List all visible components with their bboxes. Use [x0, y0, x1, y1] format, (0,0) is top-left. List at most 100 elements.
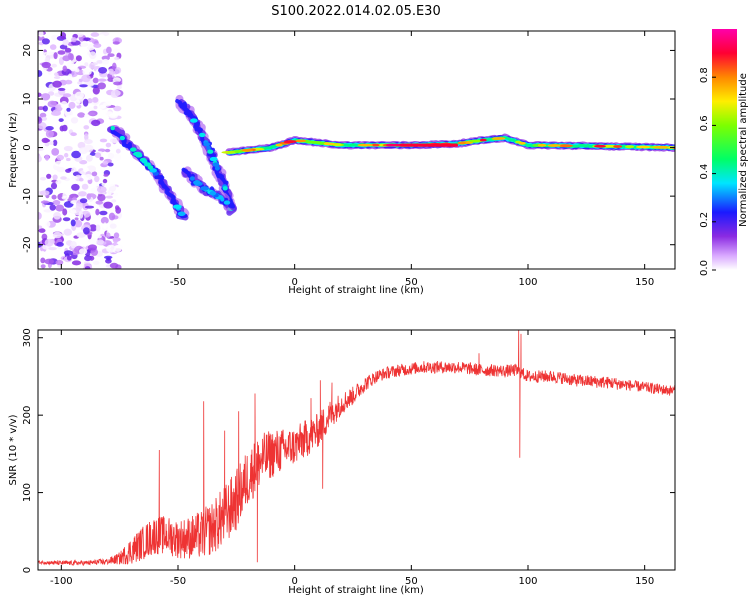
spectrogram-frame — [37, 30, 676, 270]
spectrogram-band-layer — [175, 99, 236, 211]
noise-blob — [69, 193, 79, 199]
y-tick-label: 10 — [22, 93, 33, 106]
noise-blob — [114, 245, 122, 252]
noise-blob — [105, 195, 113, 199]
noise-blob — [63, 152, 69, 158]
spectrogram-y-ticks: -20 -10 0 10 20 — [22, 44, 675, 253]
spectrogram-hotspot — [206, 145, 211, 151]
spectrogram-peak-core — [399, 143, 458, 147]
noise-blob — [56, 242, 64, 247]
noise-blob — [38, 212, 42, 220]
noise-blob — [107, 162, 114, 167]
noise-blob — [106, 257, 111, 261]
noise-blob — [60, 101, 68, 109]
noise-blob — [96, 235, 102, 239]
spectrogram-hotspot — [209, 191, 217, 196]
noise-blob — [74, 68, 80, 73]
noise-blob — [38, 70, 43, 77]
noise-blob — [40, 250, 45, 256]
noise-blob — [79, 177, 84, 182]
noise-blob — [84, 139, 93, 145]
spectrogram-hotspot — [492, 137, 506, 140]
noise-blob — [52, 200, 61, 205]
colorbar-tick-label: 0.4 — [699, 164, 710, 180]
y-tick-label: 20 — [22, 44, 33, 57]
spectrogram-feature-scattered-noise-region — [38, 31, 124, 269]
spectrogram-y-label: Frequency (Hz) — [8, 112, 19, 188]
noise-blob — [49, 141, 54, 145]
spectrogram-hotspot — [385, 143, 397, 147]
noise-blob — [106, 46, 112, 54]
noise-blob — [83, 167, 89, 173]
y-tick-label: 0 — [22, 144, 33, 150]
spectrogram-hotspot — [173, 204, 182, 209]
noise-blob — [91, 119, 101, 127]
y-tick-label: 300 — [22, 328, 33, 347]
noise-blob — [86, 193, 92, 200]
noise-blob — [38, 139, 43, 144]
noise-blob — [89, 152, 96, 156]
noise-blob — [109, 186, 117, 192]
snr-series-line — [38, 330, 675, 567]
noise-blob — [113, 238, 118, 244]
noise-blob — [39, 112, 47, 118]
noise-blob — [38, 122, 47, 130]
noise-blob — [51, 148, 60, 156]
noise-blob — [84, 144, 94, 153]
noise-blob — [102, 102, 112, 107]
y-tick-label: -20 — [22, 237, 33, 253]
spectrogram-hotspot — [323, 142, 335, 146]
noise-blob — [109, 262, 119, 269]
noise-blob — [63, 250, 73, 256]
noise-blob — [70, 117, 79, 124]
y-tick-label: 0 — [22, 567, 33, 573]
noise-blob — [55, 179, 62, 185]
noise-blob — [52, 231, 62, 239]
noise-blob — [74, 217, 79, 221]
noise-blob — [107, 152, 115, 160]
noise-blob — [87, 244, 97, 251]
noise-blob — [75, 202, 83, 211]
noise-blob — [83, 227, 90, 235]
noise-blob — [66, 255, 72, 261]
noise-blob — [111, 199, 117, 203]
noise-blob — [71, 150, 81, 159]
noise-blob — [84, 114, 90, 118]
spectrogram-hotspot — [307, 141, 323, 144]
colorbar-label: Normalized spectral amplitude — [738, 73, 749, 227]
colorbar-gradient — [712, 29, 737, 270]
noise-blob — [84, 62, 89, 67]
noise-blob — [96, 60, 104, 64]
noise-blob — [89, 51, 97, 60]
spectrogram-hotspot — [193, 180, 201, 185]
noise-blob — [94, 175, 100, 183]
noise-blob — [54, 160, 65, 167]
x-tick-label: 50 — [405, 277, 418, 288]
noise-blob — [74, 220, 83, 228]
spectrogram-hotspot — [559, 144, 573, 148]
noise-blob — [71, 183, 80, 191]
x-tick-label: -100 — [50, 277, 73, 288]
noise-blob — [117, 85, 122, 90]
x-tick-label: 50 — [405, 576, 418, 587]
noise-blob — [78, 191, 87, 197]
spectrogram-x-label: Height of straight line (km) — [288, 285, 424, 296]
noise-blob — [59, 222, 67, 227]
x-tick-label: 100 — [518, 277, 537, 288]
y-tick-label: -10 — [22, 188, 33, 204]
noise-blob — [62, 55, 71, 62]
spectrogram-hotspot — [457, 141, 467, 145]
noise-blob — [67, 73, 73, 81]
colorbar-tick-label: 0.2 — [699, 212, 710, 228]
noise-blob — [98, 67, 108, 74]
spectrogram-hotspot — [547, 144, 561, 147]
spectrogram-hotspot — [189, 176, 195, 181]
spectrogram-hotspot — [241, 148, 254, 152]
noise-blob — [63, 228, 72, 236]
noise-blob — [60, 176, 67, 180]
snr-y-ticks: 0 100 200 300 — [22, 328, 675, 573]
noise-blob — [58, 118, 64, 122]
spectrogram-hotspot — [110, 125, 115, 131]
spectrogram-hotspot — [203, 142, 211, 147]
